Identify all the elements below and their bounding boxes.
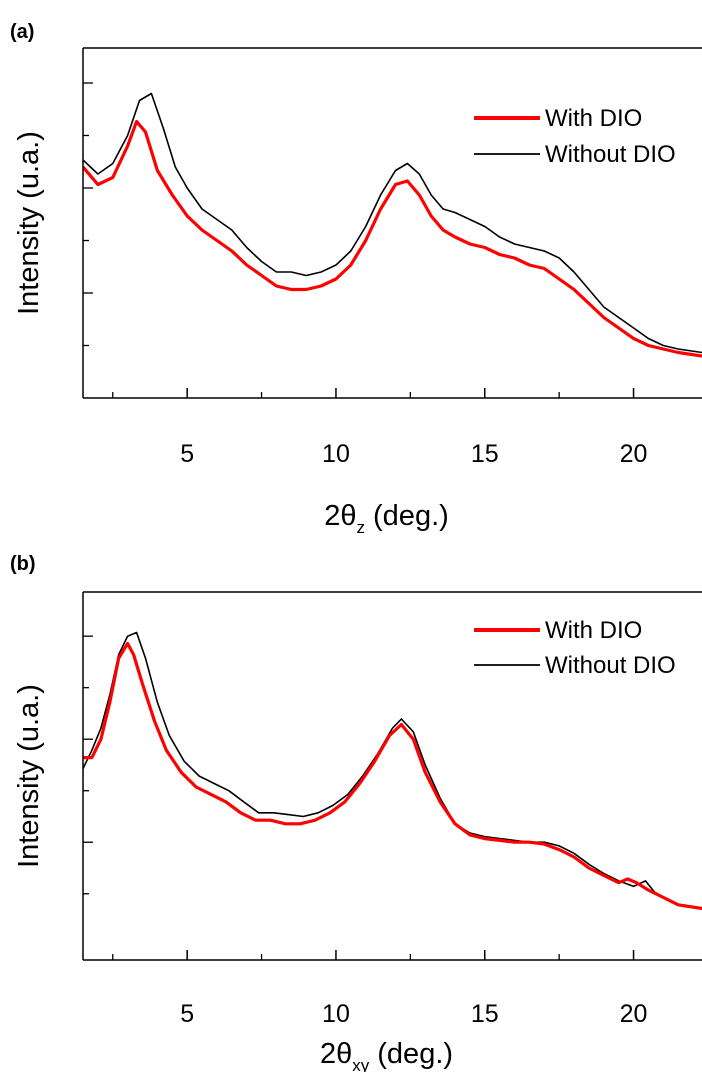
legend: With DIO Without DIO — [474, 617, 676, 679]
series-line-without-dio — [83, 92, 702, 354]
x-axis-title: 2θz (deg.) — [324, 500, 449, 537]
x-tick-label: 5 — [180, 440, 194, 468]
legend-label-without-dio: Without DIO — [545, 141, 676, 168]
series-line-with-dio — [83, 641, 702, 911]
x-tick-label: 15 — [471, 440, 499, 468]
panel-b: (b) 5 10 15 20 2θxy (deg.) Intensity (u.a.) Wit… — [10, 553, 702, 1072]
x-tick-label: 15 — [471, 1000, 499, 1028]
x-tick-label: 20 — [620, 440, 648, 468]
x-axis-title-subscript: z — [356, 518, 365, 537]
legend-label-with-dio: With DIO — [545, 617, 642, 644]
x-axis-title-unit: (deg.) — [365, 500, 449, 532]
x-axis-title: 2θxy (deg.) — [320, 1038, 453, 1072]
panel-label: (a) — [10, 21, 34, 43]
y-axis-title: Intensity (u.a.) — [13, 131, 45, 315]
series-line-with-dio — [83, 119, 702, 358]
legend-label-with-dio: With DIO — [545, 105, 642, 132]
legend: With DIO Without DIO — [474, 105, 676, 168]
x-tick-label: 5 — [180, 1000, 194, 1028]
panel-a: (a) 5 10 15 20 2θz (deg.) Intensity (u.a.) With… — [10, 21, 702, 537]
x-axis-title-unit: (deg.) — [369, 1038, 453, 1070]
x-axis-title-main: 2θ — [324, 500, 356, 532]
x-axis-title-main: 2θ — [320, 1038, 352, 1070]
panel-label: (b) — [10, 553, 36, 575]
x-axis-title-subscript: xy — [352, 1056, 370, 1072]
x-tick-label: 20 — [620, 1000, 648, 1028]
x-tick-label: 10 — [322, 1000, 350, 1028]
x-tick-label: 10 — [322, 440, 350, 468]
y-axis-title: Intensity (u.a.) — [13, 684, 45, 868]
legend-label-without-dio: Without DIO — [545, 652, 676, 679]
